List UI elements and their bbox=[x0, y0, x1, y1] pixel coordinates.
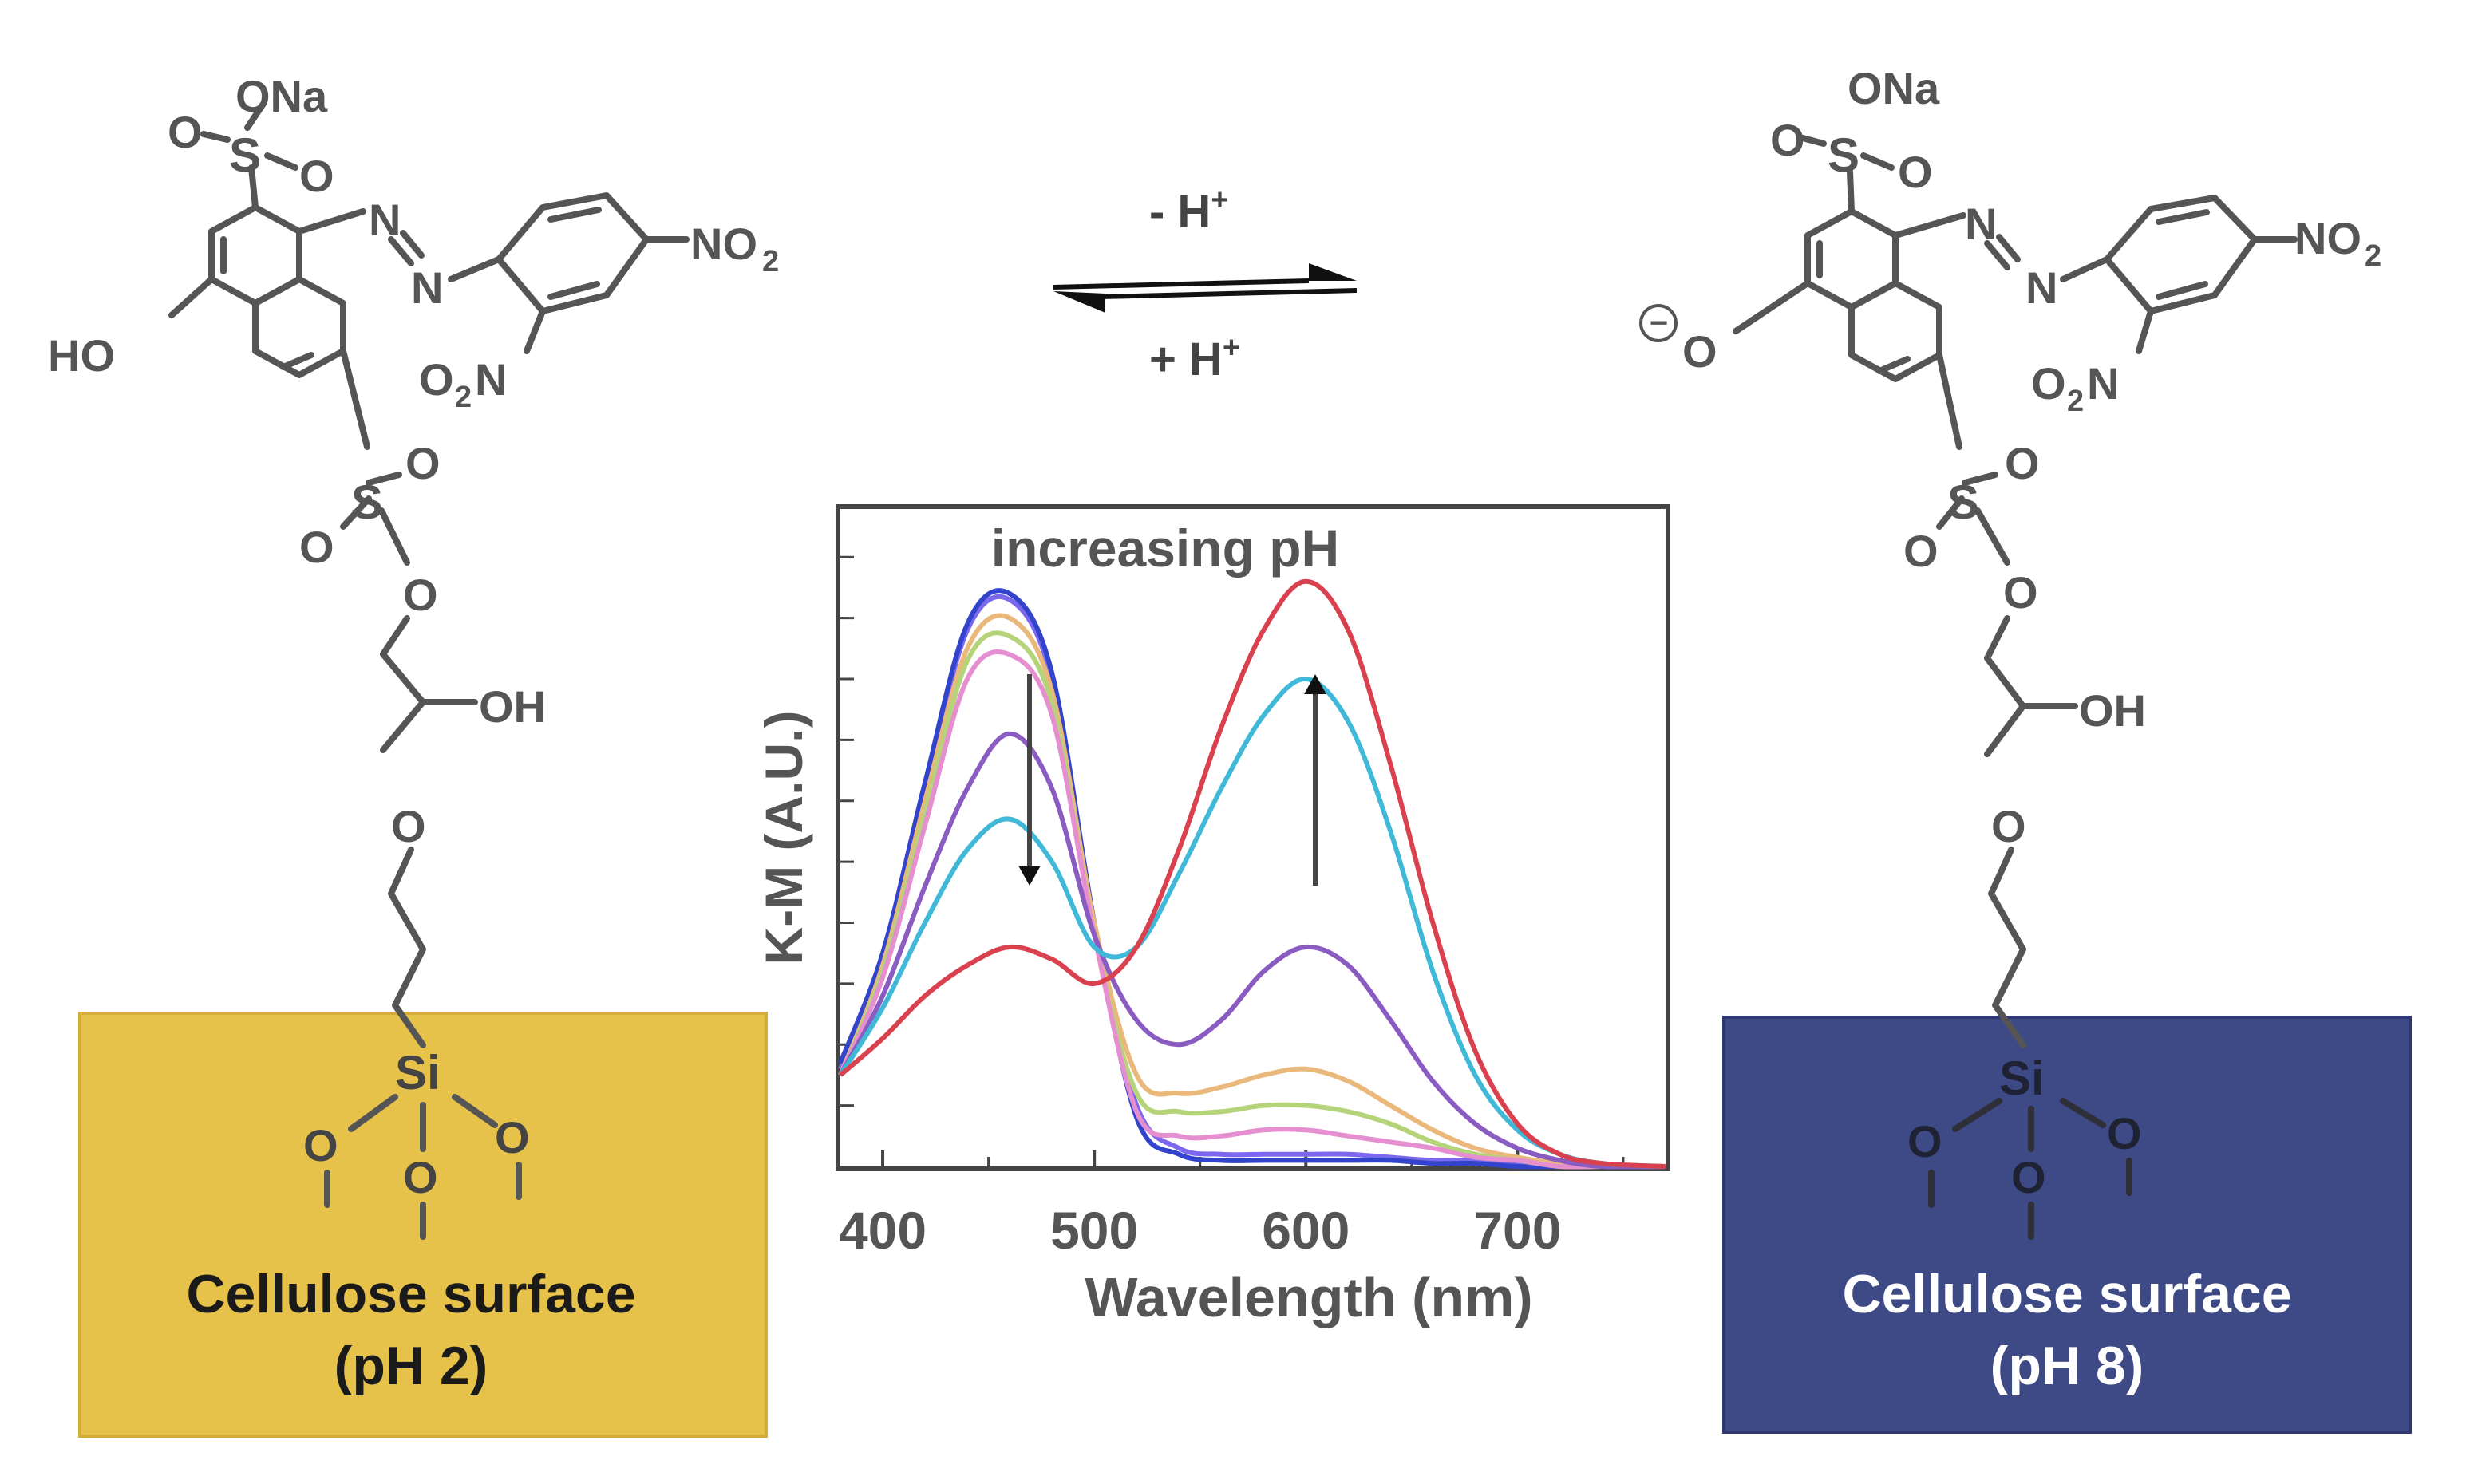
right-si-o1: O bbox=[1907, 1116, 1942, 1166]
chart-frame bbox=[836, 504, 1670, 1171]
x-tick-label: 400 bbox=[839, 1201, 927, 1260]
right-phenoxide-o: O bbox=[1682, 326, 1717, 377]
left-ho-label: HO bbox=[48, 330, 115, 381]
right-so2-o2: O bbox=[1903, 526, 1939, 576]
right-o2n-o: O bbox=[2031, 358, 2066, 408]
left-ona-label: ONa bbox=[235, 71, 328, 121]
spectrum-line-6 bbox=[838, 731, 1666, 1170]
right-surface-line2: (pH 8) bbox=[1990, 1336, 2144, 1396]
spectrum-line-4 bbox=[838, 630, 1666, 1170]
right-s-lower: S bbox=[1947, 476, 1979, 529]
y-axis-label: K-M (A.U.) bbox=[754, 711, 813, 965]
right-cellulose-surface bbox=[1724, 1017, 2410, 1432]
x-tick-label: 600 bbox=[1262, 1201, 1350, 1260]
left-ether-o: O bbox=[391, 801, 426, 851]
left-oh-label: OH bbox=[479, 681, 546, 732]
protonation-label: + H+ bbox=[1149, 331, 1240, 385]
increasing-ph-annotation: increasing pH bbox=[991, 519, 1339, 578]
left-si-o1: O bbox=[303, 1120, 338, 1170]
reverse-arrow-line bbox=[1101, 288, 1358, 299]
decrease-arrowhead bbox=[1018, 866, 1041, 886]
deprotonation-label: - H+ bbox=[1149, 184, 1229, 238]
forward-arrowhead bbox=[1309, 263, 1357, 281]
left-o2n-o: O bbox=[419, 354, 454, 405]
right-oh-label: OH bbox=[2079, 685, 2146, 736]
left-so-o1: O bbox=[168, 107, 203, 157]
right-minus-sign: − bbox=[1650, 306, 1668, 341]
left-so2-o2: O bbox=[299, 522, 334, 572]
left-so2-o1: O bbox=[405, 438, 441, 488]
right-ona-label: ONa bbox=[1848, 63, 1940, 113]
spectrum-line-2 bbox=[838, 588, 1666, 1170]
left-si-o2: O bbox=[403, 1152, 438, 1202]
left-no2-sub: 2 bbox=[762, 245, 779, 278]
increase-arrowhead bbox=[1304, 674, 1326, 694]
left-s-top: S bbox=[229, 128, 261, 182]
x-tick-label: 500 bbox=[1050, 1201, 1138, 1260]
spectrum-line-5 bbox=[838, 649, 1666, 1170]
reverse-arrowhead bbox=[1053, 291, 1105, 313]
right-ester-o: O bbox=[2003, 567, 2038, 618]
left-s-lower: S bbox=[351, 476, 383, 529]
left-n1: N bbox=[369, 195, 401, 245]
left-si-label: Si bbox=[395, 1046, 441, 1099]
right-so-o1: O bbox=[1770, 115, 1805, 165]
forward-arrow-line bbox=[1053, 278, 1310, 290]
right-o2n-sub: 2 bbox=[2067, 385, 2084, 418]
spectrum-line-8 bbox=[839, 578, 1666, 1169]
right-si-o2: O bbox=[2011, 1152, 2046, 1202]
left-surface-line2: (pH 2) bbox=[334, 1336, 488, 1396]
right-o2n-n: N bbox=[2087, 358, 2119, 408]
left-o2n-sub: 2 bbox=[455, 381, 472, 414]
series-group bbox=[838, 578, 1666, 1170]
left-surface-line1: Cellulose surface bbox=[186, 1264, 635, 1324]
right-si-o3: O bbox=[2107, 1108, 2142, 1158]
right-n2: N bbox=[2025, 262, 2057, 313]
spectrum-line-7 bbox=[838, 677, 1666, 1169]
spectrum-line-3 bbox=[838, 613, 1666, 1170]
right-minus-charge bbox=[1639, 304, 1678, 342]
right-s-top: S bbox=[1828, 128, 1859, 182]
right-n1: N bbox=[1965, 199, 1997, 249]
right-ether-o: O bbox=[1991, 801, 2026, 851]
right-si-label: Si bbox=[1999, 1052, 2045, 1105]
x-axis-label: Wavelength (nm) bbox=[1085, 1266, 1532, 1328]
left-n2: N bbox=[411, 262, 443, 313]
right-no2-sub: 2 bbox=[2365, 239, 2381, 273]
right-no2-label: NO bbox=[2294, 213, 2361, 263]
right-so2-o1: O bbox=[2005, 438, 2040, 488]
trend-arrows bbox=[1018, 674, 1326, 886]
right-surface-line1: Cellulose surface bbox=[1842, 1264, 2291, 1324]
x-tick-label: 700 bbox=[1473, 1201, 1561, 1260]
right-so-o2: O bbox=[1898, 147, 1933, 197]
left-ester-o: O bbox=[403, 570, 438, 620]
left-no2-label: NO bbox=[690, 219, 757, 269]
left-si-o3: O bbox=[495, 1112, 530, 1162]
left-o2n-n: N bbox=[475, 354, 507, 405]
left-so-o2: O bbox=[299, 151, 334, 201]
